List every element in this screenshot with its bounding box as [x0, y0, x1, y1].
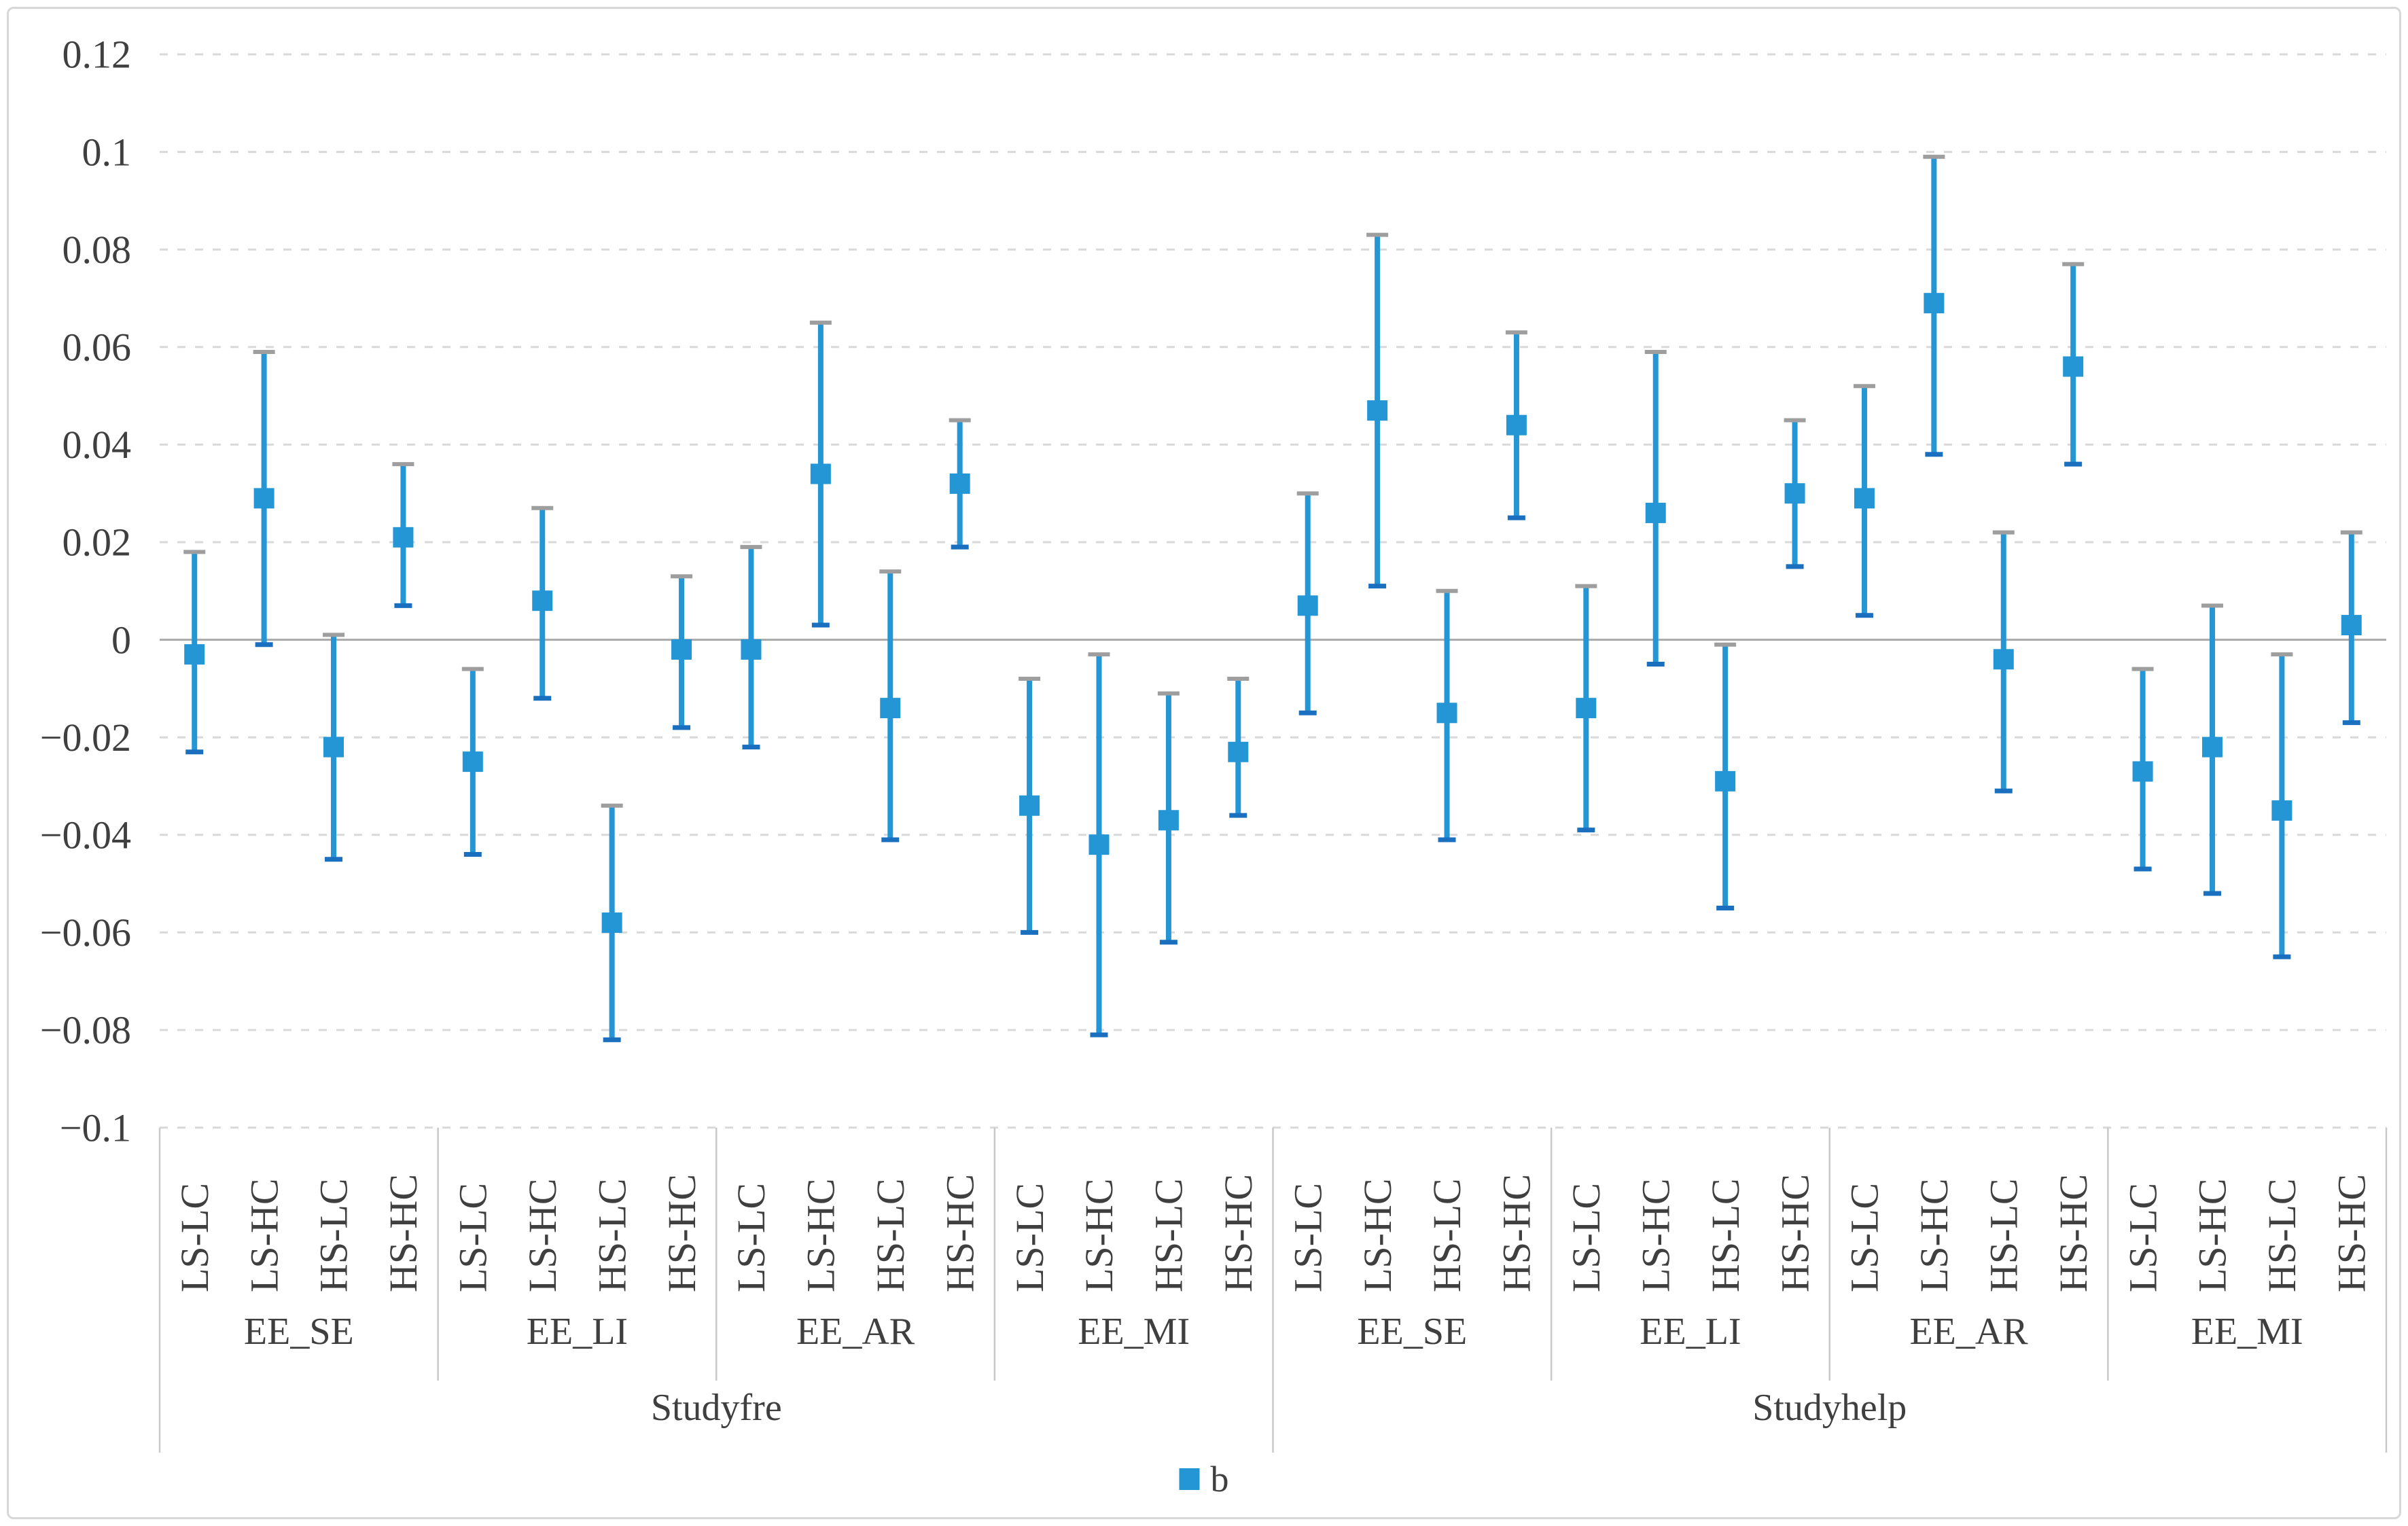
data-point-marker	[1715, 770, 1736, 792]
x-condition-label: HS-LC	[590, 1178, 634, 1292]
x-condition-label: HS-LC	[312, 1178, 356, 1292]
data-point-marker	[1088, 834, 1110, 855]
y-tick-label: −0.08	[40, 1008, 131, 1052]
data-point-marker	[1784, 483, 1805, 504]
data-point-marker	[1645, 502, 1666, 523]
x-panel-label: EE_LI	[1640, 1311, 1741, 1353]
x-condition-label: HS-LC	[1147, 1178, 1191, 1292]
data-point-marker	[2201, 737, 2223, 758]
x-condition-label: LS-HC	[2191, 1178, 2235, 1292]
x-condition-label: HS-HC	[1216, 1174, 1260, 1292]
x-condition-label: LS-LC	[451, 1183, 495, 1292]
data-point-marker	[1297, 595, 1318, 616]
data-point-marker	[741, 639, 762, 660]
x-condition-label: HS-HC	[2051, 1174, 2095, 1292]
data-point-marker	[1576, 698, 1597, 719]
x-condition-label: LS-LC	[2121, 1183, 2165, 1292]
y-tick-label: 0.12	[63, 33, 132, 77]
x-study-label: Studyhelp	[1752, 1387, 1907, 1429]
data-point-marker	[2271, 800, 2292, 821]
x-condition-label: HS-LC	[1703, 1178, 1748, 1292]
x-condition-label: HS-LC	[868, 1178, 913, 1292]
data-point-marker	[532, 590, 553, 611]
x-condition-label: LS-LC	[729, 1183, 773, 1292]
x-condition-label: HS-HC	[381, 1174, 425, 1292]
y-tick-label: −0.04	[40, 813, 131, 857]
data-point-marker	[393, 527, 414, 548]
data-point-marker	[1993, 649, 2014, 670]
x-condition-label: HS-HC	[2330, 1174, 2374, 1292]
data-point-marker	[1228, 741, 1249, 762]
data-point-marker	[184, 644, 205, 665]
x-condition-label: LS-LC	[1286, 1183, 1330, 1292]
data-point-marker	[253, 488, 275, 509]
y-tick-label: 0	[111, 618, 131, 662]
data-point-marker	[2063, 356, 2084, 377]
x-condition-label: HS-HC	[660, 1174, 704, 1292]
data-point-marker	[601, 912, 622, 934]
x-condition-label: LS-HC	[1633, 1178, 1678, 1292]
y-tick-label: −0.06	[40, 910, 131, 955]
data-point-marker	[1367, 400, 1388, 421]
data-point-marker	[880, 698, 901, 719]
data-point-marker	[2132, 761, 2153, 782]
x-condition-label: LS-HC	[1077, 1178, 1121, 1292]
x-condition-label: HS-HC	[1773, 1174, 1817, 1292]
data-point-marker	[462, 751, 483, 773]
y-tick-label: 0.02	[63, 520, 132, 565]
x-condition-label: HS-LC	[1425, 1178, 1469, 1292]
x-condition-label: LS-HC	[242, 1178, 286, 1292]
y-tick-label: 0.04	[63, 423, 132, 467]
y-tick-label: −0.1	[60, 1105, 131, 1150]
x-panel-label: EE_LI	[527, 1311, 628, 1353]
x-panel-label: EE_SE	[1357, 1311, 1467, 1353]
x-panel-label: EE_AR	[796, 1311, 915, 1353]
x-panel-label: EE_MI	[2191, 1311, 2303, 1353]
data-point-marker	[323, 737, 344, 758]
x-condition-label: LS-HC	[1912, 1178, 1956, 1292]
x-condition-label: LS-LC	[1564, 1183, 1608, 1292]
x-condition-label: LS-LC	[1843, 1183, 1887, 1292]
chart-legend: b	[1179, 1459, 1229, 1500]
data-point-marker	[1019, 795, 1040, 816]
x-condition-label: LS-LC	[173, 1183, 217, 1292]
data-point-marker	[1506, 414, 1527, 436]
y-tick-label: 0.08	[63, 228, 132, 272]
x-panel-label: EE_MI	[1078, 1311, 1190, 1353]
data-point-marker	[1854, 488, 1875, 509]
data-point-marker	[1924, 293, 1945, 314]
x-condition-label: LS-HC	[1356, 1178, 1400, 1292]
x-condition-label: LS-HC	[520, 1178, 565, 1292]
x-study-label: Studyfre	[651, 1387, 782, 1429]
x-condition-label: HS-LC	[2260, 1178, 2304, 1292]
y-tick-label: 0.06	[63, 325, 132, 370]
x-condition-label: HS-LC	[1981, 1178, 2025, 1292]
legend-series-label: b	[1210, 1459, 1229, 1500]
x-condition-label: HS-HC	[1495, 1174, 1539, 1292]
x-condition-label: LS-LC	[1008, 1183, 1052, 1292]
y-tick-label: −0.02	[40, 715, 131, 760]
x-condition-label: HS-HC	[938, 1174, 982, 1292]
x-panel-label: EE_AR	[1909, 1311, 2028, 1353]
x-panel-label: EE_SE	[244, 1311, 354, 1353]
data-point-marker	[671, 639, 692, 660]
data-point-marker	[1158, 810, 1179, 831]
x-condition-label: LS-HC	[799, 1178, 843, 1292]
data-point-marker	[1436, 703, 1457, 724]
data-point-marker	[810, 463, 831, 484]
y-tick-label: 0.1	[82, 130, 132, 174]
data-point-marker	[949, 473, 970, 494]
data-point-marker	[2341, 615, 2362, 636]
legend-series-swatch	[1179, 1468, 1200, 1490]
